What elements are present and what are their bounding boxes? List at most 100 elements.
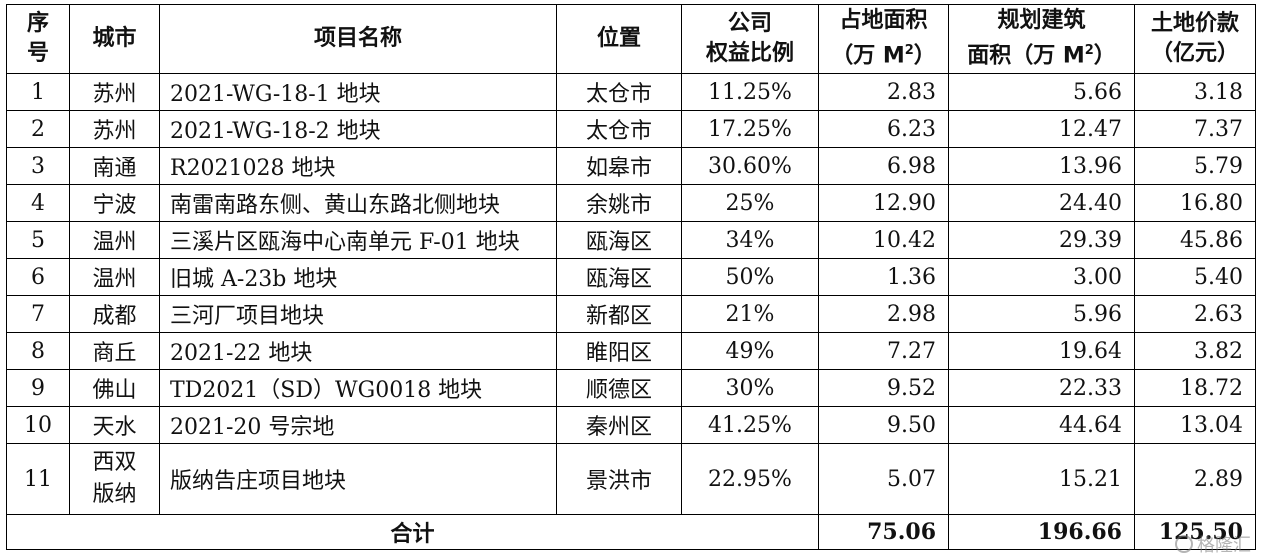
- cell-land-area: 9.52: [818, 369, 949, 407]
- cell-city: 温州: [69, 221, 160, 259]
- cell-city: 苏州: [69, 73, 160, 111]
- cell-price: 45.86: [1134, 221, 1256, 259]
- table-row: 4 宁波 南雷南路东侧、黄山东路北侧地块 余姚市 25% 12.90 24.40 16.80: [6, 184, 1256, 222]
- cell-seq: 4: [6, 184, 70, 222]
- header-project-name: 项目名称: [159, 4, 557, 74]
- header-gfa: 规划建筑 面积（万 M2）: [948, 4, 1135, 74]
- header-seq: 序 号: [6, 4, 70, 74]
- cell-gfa: 15.21: [948, 443, 1135, 515]
- cell-gfa: 3.00: [948, 258, 1135, 296]
- header-land-area: 占地面积 （万 M2）: [818, 4, 949, 74]
- table-row: 7 成都 三河厂项目地块 新都区 21% 2.98 5.96 2.63: [6, 295, 1256, 333]
- cell-gfa: 12.47: [948, 110, 1135, 148]
- cell-seq: 5: [6, 221, 70, 259]
- cell-land-area: 5.07: [818, 443, 949, 515]
- cell-price: 2.89: [1134, 443, 1256, 515]
- table-row: 5 温州 三溪片区瓯海中心南单元 F-01 地块 瓯海区 34% 10.42 29.39 45…: [6, 221, 1256, 259]
- cell-city: 苏州: [69, 110, 160, 148]
- cell-equity: 11.25%: [681, 73, 819, 111]
- total-row: 合计 75.06 196.66 125.50: [6, 514, 1256, 550]
- cell-project-name: 版纳告庄项目地块: [159, 443, 557, 515]
- cell-land-area: 12.90: [818, 184, 949, 222]
- cell-project-name: R2021028 地块: [159, 147, 557, 185]
- table-row: 11 西双 版纳 版纳告庄项目地块 景洪市 22.95% 5.07 15.21 2.89: [6, 443, 1256, 515]
- cell-price: 16.80: [1134, 184, 1256, 222]
- cell-project-name: 南雷南路东侧、黄山东路北侧地块: [159, 184, 557, 222]
- cell-equity: 41.25%: [681, 406, 819, 444]
- cell-land-area: 7.27: [818, 332, 949, 370]
- cell-project-name: 三河厂项目地块: [159, 295, 557, 333]
- cell-location: 景洪市: [556, 443, 682, 515]
- cell-project-name: TD2021（SD）WG0018 地块: [159, 369, 557, 407]
- cell-equity: 50%: [681, 258, 819, 296]
- table-row: 1 苏州 2021-WG-18-1 地块 太仓市 11.25% 2.83 5.66 3.18: [6, 73, 1256, 111]
- cell-location: 太仓市: [556, 110, 682, 148]
- table-row: 3 南通 R2021028 地块 如皋市 30.60% 6.98 13.96 5.79: [6, 147, 1256, 185]
- cell-gfa: 5.66: [948, 73, 1135, 111]
- cell-seq: 8: [6, 332, 70, 370]
- cell-gfa: 29.39: [948, 221, 1135, 259]
- cell-land-area: 6.98: [818, 147, 949, 185]
- cell-city: 南通: [69, 147, 160, 185]
- cell-seq: 3: [6, 147, 70, 185]
- cell-city: 佛山: [69, 369, 160, 407]
- cell-location: 瓯海区: [556, 221, 682, 259]
- cell-gfa: 24.40: [948, 184, 1135, 222]
- cell-seq: 10: [6, 406, 70, 444]
- total-price: 125.50: [1134, 514, 1256, 550]
- cell-price: 18.72: [1134, 369, 1256, 407]
- header-row: 序 号 城市 项目名称 位置 公司 权益比例 占地面积 （万 M2） 规划建筑 …: [6, 4, 1256, 74]
- cell-project-name: 旧城 A-23b 地块: [159, 258, 557, 296]
- cell-seq: 1: [6, 73, 70, 111]
- cell-city: 宁波: [69, 184, 160, 222]
- cell-land-area: 2.98: [818, 295, 949, 333]
- cell-equity: 21%: [681, 295, 819, 333]
- cell-location: 余姚市: [556, 184, 682, 222]
- cell-equity: 49%: [681, 332, 819, 370]
- table-row: 8 商丘 2021-22 地块 睢阳区 49% 7.27 19.64 3.82: [6, 332, 1256, 370]
- cell-equity: 34%: [681, 221, 819, 259]
- cell-price: 13.04: [1134, 406, 1256, 444]
- table-row: 6 温州 旧城 A-23b 地块 瓯海区 50% 1.36 3.00 5.40: [6, 258, 1256, 296]
- cell-seq: 7: [6, 295, 70, 333]
- cell-price: 7.37: [1134, 110, 1256, 148]
- cell-location: 瓯海区: [556, 258, 682, 296]
- watermark: 格隆汇: [1175, 531, 1251, 557]
- cell-land-area: 10.42: [818, 221, 949, 259]
- cell-price: 2.63: [1134, 295, 1256, 333]
- cell-project-name: 三溪片区瓯海中心南单元 F-01 地块: [159, 221, 557, 259]
- cell-location: 睢阳区: [556, 332, 682, 370]
- cell-location: 秦州区: [556, 406, 682, 444]
- header-city: 城市: [69, 4, 160, 74]
- table-row: 2 苏州 2021-WG-18-2 地块 太仓市 17.25% 6.23 12.47 7.37: [6, 110, 1256, 148]
- cell-gfa: 19.64: [948, 332, 1135, 370]
- cell-price: 5.40: [1134, 258, 1256, 296]
- land-parcel-table: 序 号 城市 项目名称 位置 公司 权益比例 占地面积 （万 M2） 规划建筑 …: [6, 4, 1256, 550]
- cell-location: 新都区: [556, 295, 682, 333]
- cell-equity: 22.95%: [681, 443, 819, 515]
- cell-price: 3.18: [1134, 73, 1256, 111]
- cell-project-name: 2021-22 地块: [159, 332, 557, 370]
- cell-seq: 2: [6, 110, 70, 148]
- cell-seq: 11: [6, 443, 70, 515]
- total-label: 合计: [6, 514, 819, 550]
- cell-city: 西双 版纳: [69, 443, 160, 515]
- total-land-area: 75.06: [818, 514, 949, 550]
- cell-project-name: 2021-WG-18-2 地块: [159, 110, 557, 148]
- cell-location: 如皋市: [556, 147, 682, 185]
- cell-seq: 6: [6, 258, 70, 296]
- cell-gfa: 13.96: [948, 147, 1135, 185]
- cell-seq: 9: [6, 369, 70, 407]
- cell-land-area: 9.50: [818, 406, 949, 444]
- table-row: 10 天水 2021-20 号宗地 秦州区 41.25% 9.50 44.64 13.04: [6, 406, 1256, 444]
- cell-gfa: 44.64: [948, 406, 1135, 444]
- cell-land-area: 2.83: [818, 73, 949, 111]
- cell-land-area: 1.36: [818, 258, 949, 296]
- cell-equity: 25%: [681, 184, 819, 222]
- total-gfa: 196.66: [948, 514, 1135, 550]
- header-location: 位置: [556, 4, 682, 74]
- cell-city: 温州: [69, 258, 160, 296]
- cell-equity: 30.60%: [681, 147, 819, 185]
- cell-price: 5.79: [1134, 147, 1256, 185]
- cell-equity: 30%: [681, 369, 819, 407]
